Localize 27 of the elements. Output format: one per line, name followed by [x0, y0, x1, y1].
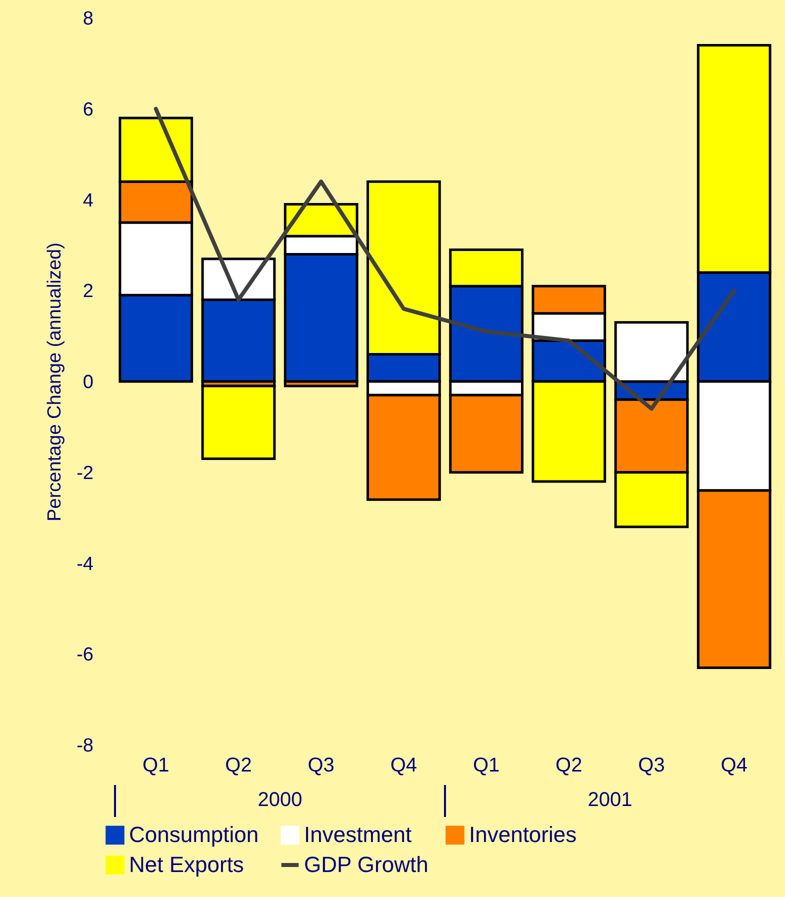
legend-label: GDP Growth — [304, 852, 428, 877]
bar — [201, 384, 276, 460]
text: 2001 — [588, 789, 632, 811]
x-tick-label: Q2 — [556, 754, 582, 776]
line-series — [154, 106, 736, 411]
y-tick-label: 8 — [82, 8, 94, 30]
y-tick-label: 0 — [82, 372, 94, 393]
legend-label: Net Exports — [129, 852, 244, 877]
x-tick-label: Q3 — [638, 754, 665, 776]
legend-label: Consumption — [129, 822, 259, 848]
x-tick-label: Q1 — [472, 754, 500, 776]
y-tick-label: -6 — [76, 644, 94, 666]
legend-label: Inventories — [469, 822, 577, 848]
legend-label: Investment — [304, 822, 412, 848]
y-tick-label: -4 — [76, 554, 94, 575]
y-tick-label: 6 — [82, 99, 94, 120]
y-tick-label: -8 — [76, 736, 94, 756]
y-tick-label: 2 — [82, 281, 94, 302]
x-tick-label: Q1 — [142, 754, 170, 776]
x-tick-label: Q4 — [720, 754, 748, 776]
y-tick-label: 4 — [82, 190, 94, 212]
y-tick-label: -2 — [76, 462, 94, 484]
y-axis-title: Percentage Change (annualized) — [44, 242, 66, 522]
text: 2000 — [258, 789, 302, 811]
x-tick-label: Q3 — [308, 754, 334, 776]
x-tick-label: Q2 — [225, 754, 252, 776]
x-tick-label: Q4 — [390, 754, 418, 776]
